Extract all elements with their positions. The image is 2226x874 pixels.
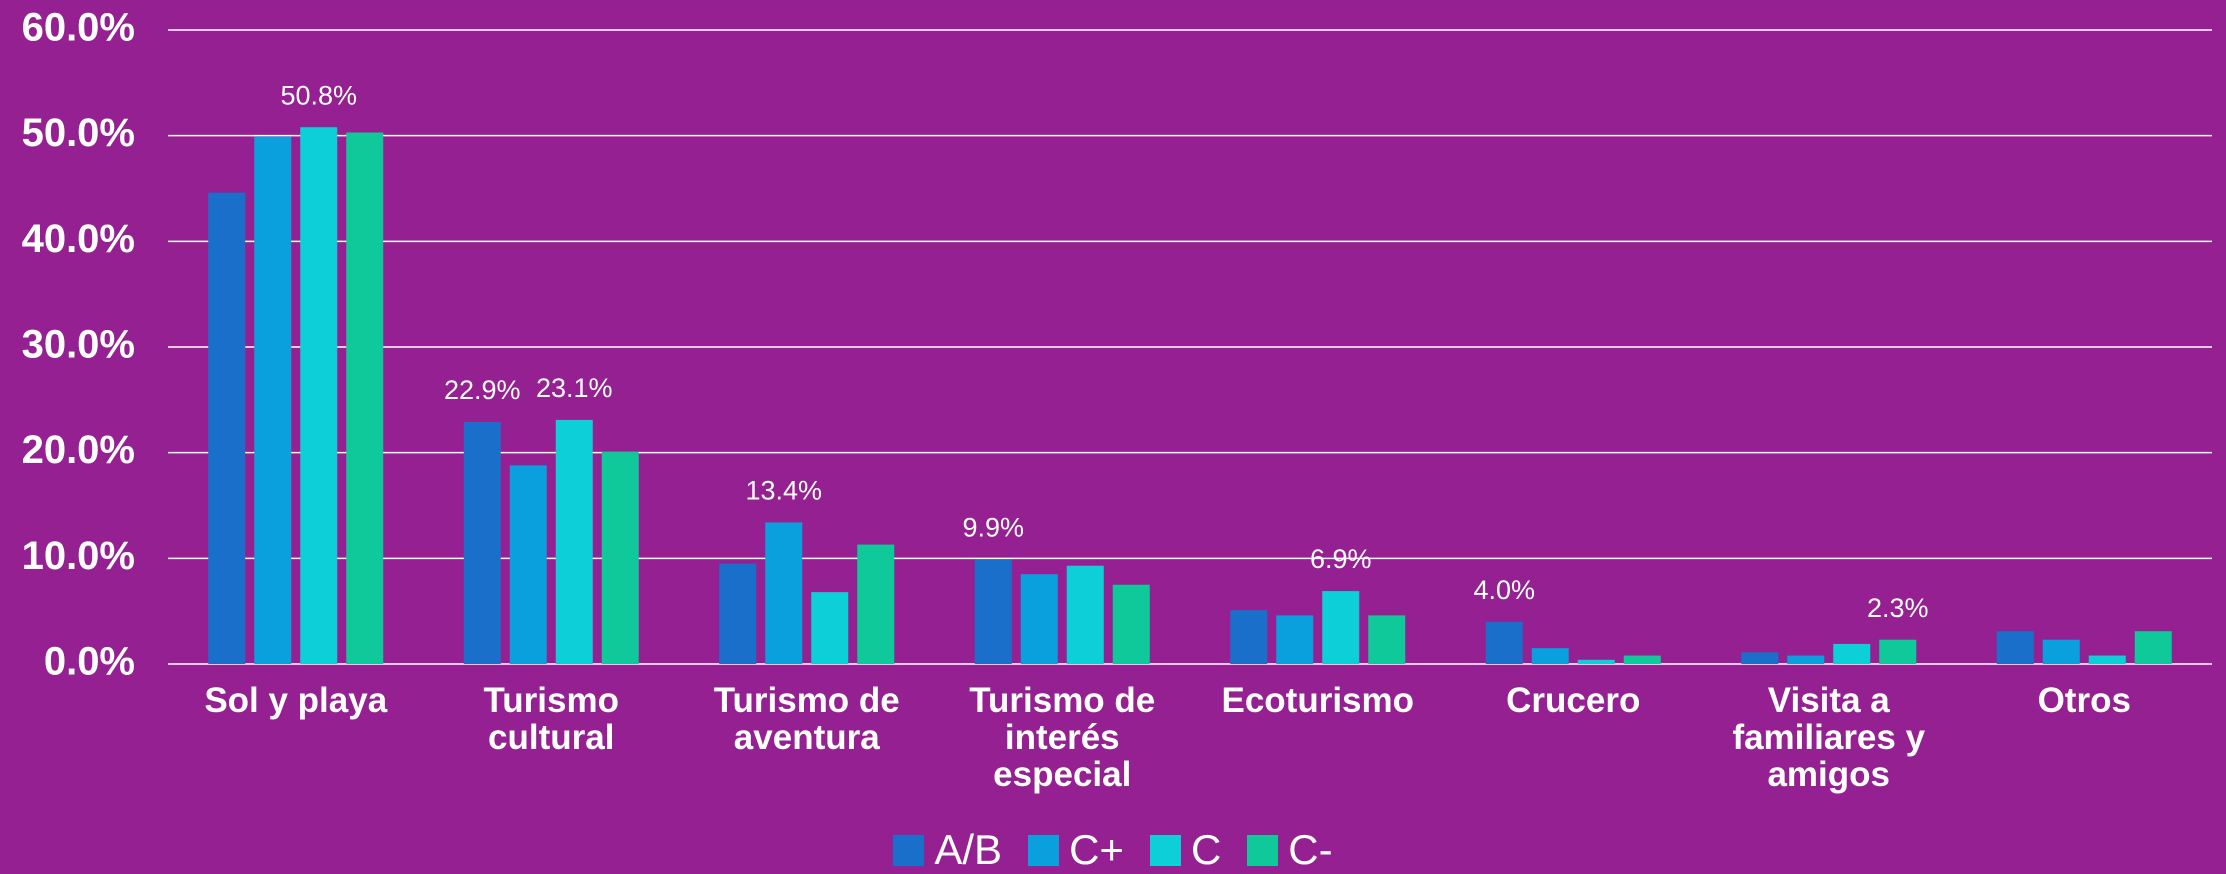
bar <box>1879 639 1917 664</box>
y-tick-label: 50.0% <box>22 111 135 155</box>
bar <box>1230 610 1268 664</box>
legend-swatch <box>1028 834 1060 866</box>
y-tick-label: 60.0% <box>22 6 135 50</box>
bar <box>1531 648 1569 664</box>
bar <box>974 559 1012 664</box>
data-label: 2.3% <box>1867 593 1929 623</box>
bar <box>208 192 246 664</box>
x-tick-label: Turismo de aventura <box>713 681 900 757</box>
x-tick-label: Otros <box>2037 681 2131 720</box>
bar <box>811 592 849 664</box>
legend-label: C+ <box>1069 826 1124 873</box>
bar <box>254 136 292 664</box>
legend-item: C+ <box>1028 826 1124 874</box>
bar <box>1833 643 1871 664</box>
data-label: 22.9% <box>444 375 521 405</box>
bar <box>346 132 384 664</box>
bar <box>1066 565 1104 664</box>
x-tick-label: Visita a familiares y amigos <box>1732 681 1926 794</box>
bar <box>1368 615 1406 664</box>
data-label: 13.4% <box>745 476 822 506</box>
bar <box>555 419 593 664</box>
y-tick-label: 40.0% <box>22 217 135 261</box>
bar <box>463 422 501 664</box>
bar <box>2134 631 2172 664</box>
y-tick-label: 0.0% <box>44 640 135 684</box>
bar <box>601 451 639 664</box>
bar <box>1322 591 1360 664</box>
legend-item: C <box>1149 826 1222 874</box>
x-tick-label: Ecoturismo <box>1221 681 1415 720</box>
data-label: 23.1% <box>536 373 613 403</box>
bar <box>1112 584 1150 664</box>
bar <box>857 544 895 664</box>
bar <box>2088 655 2126 664</box>
legend-label: A/B <box>934 826 1003 873</box>
bar <box>2042 639 2080 664</box>
legend-swatch <box>1247 834 1279 866</box>
legend-label: C- <box>1288 826 1333 873</box>
data-label: 6.9% <box>1310 544 1372 574</box>
bar <box>1996 631 2034 664</box>
bar <box>1623 655 1661 664</box>
y-tick-label: 10.0% <box>22 534 135 578</box>
data-label: 9.9% <box>962 513 1024 543</box>
legend-swatch <box>893 834 925 866</box>
x-tick-label: Turismo cultural <box>483 681 619 757</box>
bar <box>1485 621 1523 664</box>
legend-item: A/B <box>893 826 1002 874</box>
bar <box>719 563 757 664</box>
legend-label: C <box>1190 826 1222 873</box>
bar <box>509 465 547 664</box>
bar <box>300 127 338 665</box>
bar <box>1787 655 1825 664</box>
x-tick-label: Turismo de interés especial <box>969 681 1156 794</box>
bar <box>765 522 803 664</box>
x-tick-label: Crucero <box>1506 681 1641 720</box>
bar <box>1741 652 1779 664</box>
y-tick-label: 30.0% <box>22 323 135 367</box>
legend: A/B C+ C C- <box>0 826 2226 874</box>
legend-item: C- <box>1247 826 1333 874</box>
data-label: 4.0% <box>1473 575 1535 605</box>
bar <box>1577 659 1615 664</box>
bar <box>1020 574 1058 664</box>
bar <box>1276 615 1314 664</box>
y-tick-label: 20.0% <box>22 428 135 472</box>
data-label: 50.8% <box>280 80 357 110</box>
x-tick-label: Sol y playa <box>204 681 388 720</box>
legend-swatch <box>1149 834 1181 866</box>
